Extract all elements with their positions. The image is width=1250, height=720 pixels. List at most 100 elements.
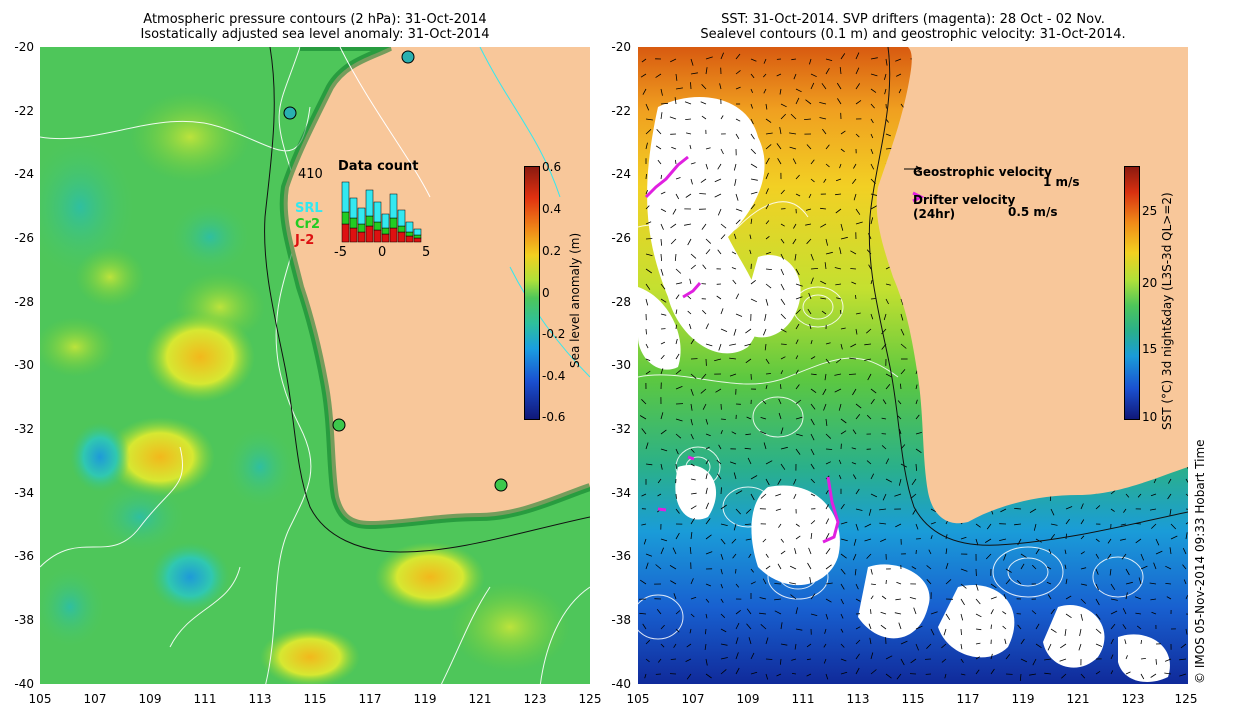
velocity-vector [900, 103, 904, 108]
velocity-vector [943, 628, 947, 636]
velocity-vector [1050, 508, 1055, 516]
velocity-vector [705, 446, 710, 450]
tide-gauge-marker[interactable] [332, 418, 346, 432]
tide-gauge-marker[interactable] [494, 478, 508, 492]
velocity-vector [868, 623, 872, 630]
velocity-vector [825, 144, 830, 150]
velocity-vector [960, 628, 962, 636]
tide-gauges[interactable] [283, 50, 508, 492]
velocity-vector [806, 144, 812, 150]
data-count-bar [405, 231, 414, 237]
data-count-max: 410 [298, 167, 323, 182]
velocity-vector [660, 463, 663, 470]
velocity-vector [672, 547, 677, 555]
velocity-vector [733, 233, 737, 240]
sea-level-anomaly-map[interactable]: Data count 410 SRL Cr2 J-2 -5 0 5 [40, 47, 590, 684]
velocity-vector [896, 673, 902, 680]
data-count-bar [357, 231, 366, 243]
velocity-vector [733, 163, 737, 171]
velocity-vector [1155, 538, 1160, 546]
velocity-vector [774, 583, 782, 585]
velocity-vector [1080, 503, 1084, 510]
velocity-vector [810, 532, 813, 540]
velocity-vector [885, 373, 893, 378]
velocity-vector [729, 343, 737, 346]
velocity-vector [735, 133, 740, 140]
velocity-vector [1065, 595, 1072, 600]
data-count-bar [341, 211, 350, 225]
velocity-vector [840, 521, 848, 525]
velocity-vector [1095, 643, 1102, 647]
velocity-vector [895, 598, 902, 601]
velocity-vector [734, 178, 737, 186]
drifter-tracks [644, 155, 840, 544]
velocity-vector [686, 673, 692, 680]
velocity-vector [820, 280, 827, 285]
velocity-vector [894, 612, 902, 615]
velocity-vector [765, 220, 770, 225]
velocity-vector [881, 445, 887, 450]
velocity-vector [1140, 553, 1145, 561]
velocity-vector [879, 508, 887, 511]
velocity-vector [762, 578, 767, 585]
data-count-bar [365, 225, 374, 243]
velocity-vector [794, 253, 797, 261]
velocity-vector [720, 115, 724, 120]
velocity-vector [840, 643, 845, 648]
tide-gauge-marker[interactable] [283, 106, 297, 120]
velocity-vector [750, 73, 755, 79]
sst-cbtick: 25 [1142, 204, 1158, 218]
velocity-vector [660, 238, 662, 246]
velocity-vector [810, 433, 815, 441]
velocity-vector [1151, 523, 1157, 529]
velocity-vector [899, 428, 902, 435]
velocity-vector [795, 339, 799, 345]
tide-gauge-marker[interactable] [401, 50, 415, 64]
velocity-vector [775, 493, 782, 497]
velocity-vector [763, 442, 767, 450]
velocity-vector [732, 279, 737, 285]
velocity-vector [1078, 643, 1082, 651]
velocity-vector [717, 163, 722, 170]
velocity-vector [825, 673, 829, 680]
geo-velocity-unit: 1 m/s [1043, 175, 1080, 189]
velocity-vector [885, 133, 891, 137]
velocity-vector [750, 103, 753, 109]
velocity-vector [687, 238, 692, 246]
velocity-vector [750, 279, 756, 285]
velocity-vector [775, 508, 782, 511]
velocity-vector [792, 158, 797, 165]
velocity-vector [870, 73, 878, 77]
velocity-vector [745, 508, 752, 514]
velocity-vector [869, 637, 872, 645]
velocity-vector [825, 358, 830, 364]
left-xtick: 125 [578, 692, 602, 706]
velocity-vector [718, 343, 722, 351]
velocity-vector [795, 283, 803, 287]
velocity-vector [1185, 493, 1188, 497]
velocity-vector [835, 283, 842, 286]
velocity-vector [881, 417, 887, 420]
velocity-vector [1122, 608, 1127, 615]
velocity-vector [1125, 493, 1130, 498]
velocity-vector [870, 103, 875, 109]
velocity-vector [870, 609, 872, 615]
velocity-vector [837, 98, 842, 105]
velocity-vector [795, 193, 801, 197]
velocity-vector [870, 217, 874, 225]
velocity-vector [820, 223, 827, 228]
velocity-vector [1005, 654, 1011, 660]
velocity-vector [975, 669, 980, 675]
velocity-vector [1035, 643, 1042, 649]
velocity-vector [675, 177, 681, 180]
velocity-vector [645, 190, 648, 195]
sst-map[interactable]: Geostrophic velocity 1 m/s Drifter veloc… [638, 47, 1188, 684]
right-ytick: -22 [611, 104, 631, 118]
velocity-vector [645, 639, 651, 645]
velocity-vector [1185, 595, 1188, 600]
velocity-vector [690, 338, 695, 345]
velocity-vector [975, 656, 981, 660]
velocity-vector [1050, 608, 1055, 615]
velocity-vector [780, 283, 785, 291]
velocity-vector [1135, 612, 1142, 615]
